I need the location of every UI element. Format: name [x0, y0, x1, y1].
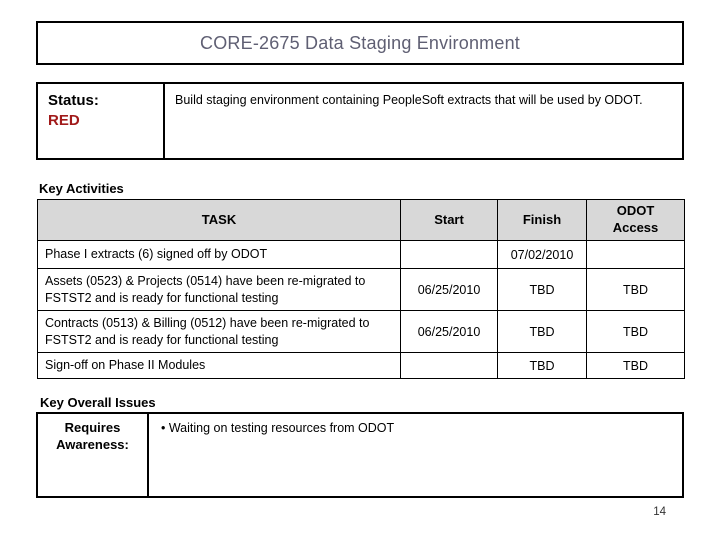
start-cell: [400, 352, 498, 379]
issue-bullet-item: • Waiting on testing resources from ODOT: [161, 421, 395, 435]
table-row: Assets (0523) & Projects (0514) have bee…: [37, 268, 685, 311]
slide-title-box: CORE-2675 Data Staging Environment: [36, 21, 684, 65]
start-cell: 06/25/2010: [400, 268, 498, 311]
odot-access-cell: TBD: [586, 310, 685, 353]
finish-cell: TBD: [497, 310, 587, 353]
status-value: RED: [48, 112, 80, 129]
odot-access-cell: [586, 240, 685, 269]
task-cell: Assets (0523) & Projects (0514) have bee…: [37, 268, 401, 311]
odot-access-cell: TBD: [586, 268, 685, 311]
status-description-cell: Build staging environment containing Peo…: [165, 84, 682, 158]
page-number: 14: [653, 506, 666, 518]
odot-access-cell: TBD: [586, 352, 685, 379]
key-overall-issues-heading: Key Overall Issues: [40, 395, 156, 410]
task-cell: Sign-off on Phase II Modules: [37, 352, 401, 379]
requires-awareness-label: Requires Awareness:: [38, 414, 149, 496]
start-cell: 06/25/2010: [400, 310, 498, 353]
issues-content-cell: • Waiting on testing resources from ODOT: [149, 414, 682, 496]
finish-cell: 07/02/2010: [497, 240, 587, 269]
column-header-start: Start: [400, 199, 498, 241]
key-overall-issues-section: Requires Awareness: • Waiting on testing…: [36, 412, 684, 498]
finish-cell: TBD: [497, 352, 587, 379]
finish-cell: TBD: [497, 268, 587, 311]
status-description: Build staging environment containing Peo…: [175, 93, 643, 107]
table-row: Phase I extracts (6) signed off by ODOT …: [37, 240, 685, 269]
key-activities-heading: Key Activities: [39, 181, 124, 196]
table-row: Contracts (0513) & Billing (0512) have b…: [37, 310, 685, 353]
table-row: Sign-off on Phase II Modules TBD TBD: [37, 352, 685, 379]
key-activities-table: TASK Start Finish ODOT Access Phase I ex…: [37, 199, 685, 379]
status-cell: Status: RED: [38, 84, 165, 158]
column-header-finish: Finish: [497, 199, 587, 241]
status-section: Status: RED Build staging environment co…: [36, 82, 684, 160]
status-label: Status:: [48, 92, 99, 109]
start-cell: [400, 240, 498, 269]
task-cell: Contracts (0513) & Billing (0512) have b…: [37, 310, 401, 353]
task-cell: Phase I extracts (6) signed off by ODOT: [37, 240, 401, 269]
column-header-task: TASK: [37, 199, 401, 241]
table-header-row: TASK Start Finish ODOT Access: [37, 199, 685, 241]
column-header-odot-access: ODOT Access: [586, 199, 685, 241]
slide-title: CORE-2675 Data Staging Environment: [200, 32, 520, 53]
